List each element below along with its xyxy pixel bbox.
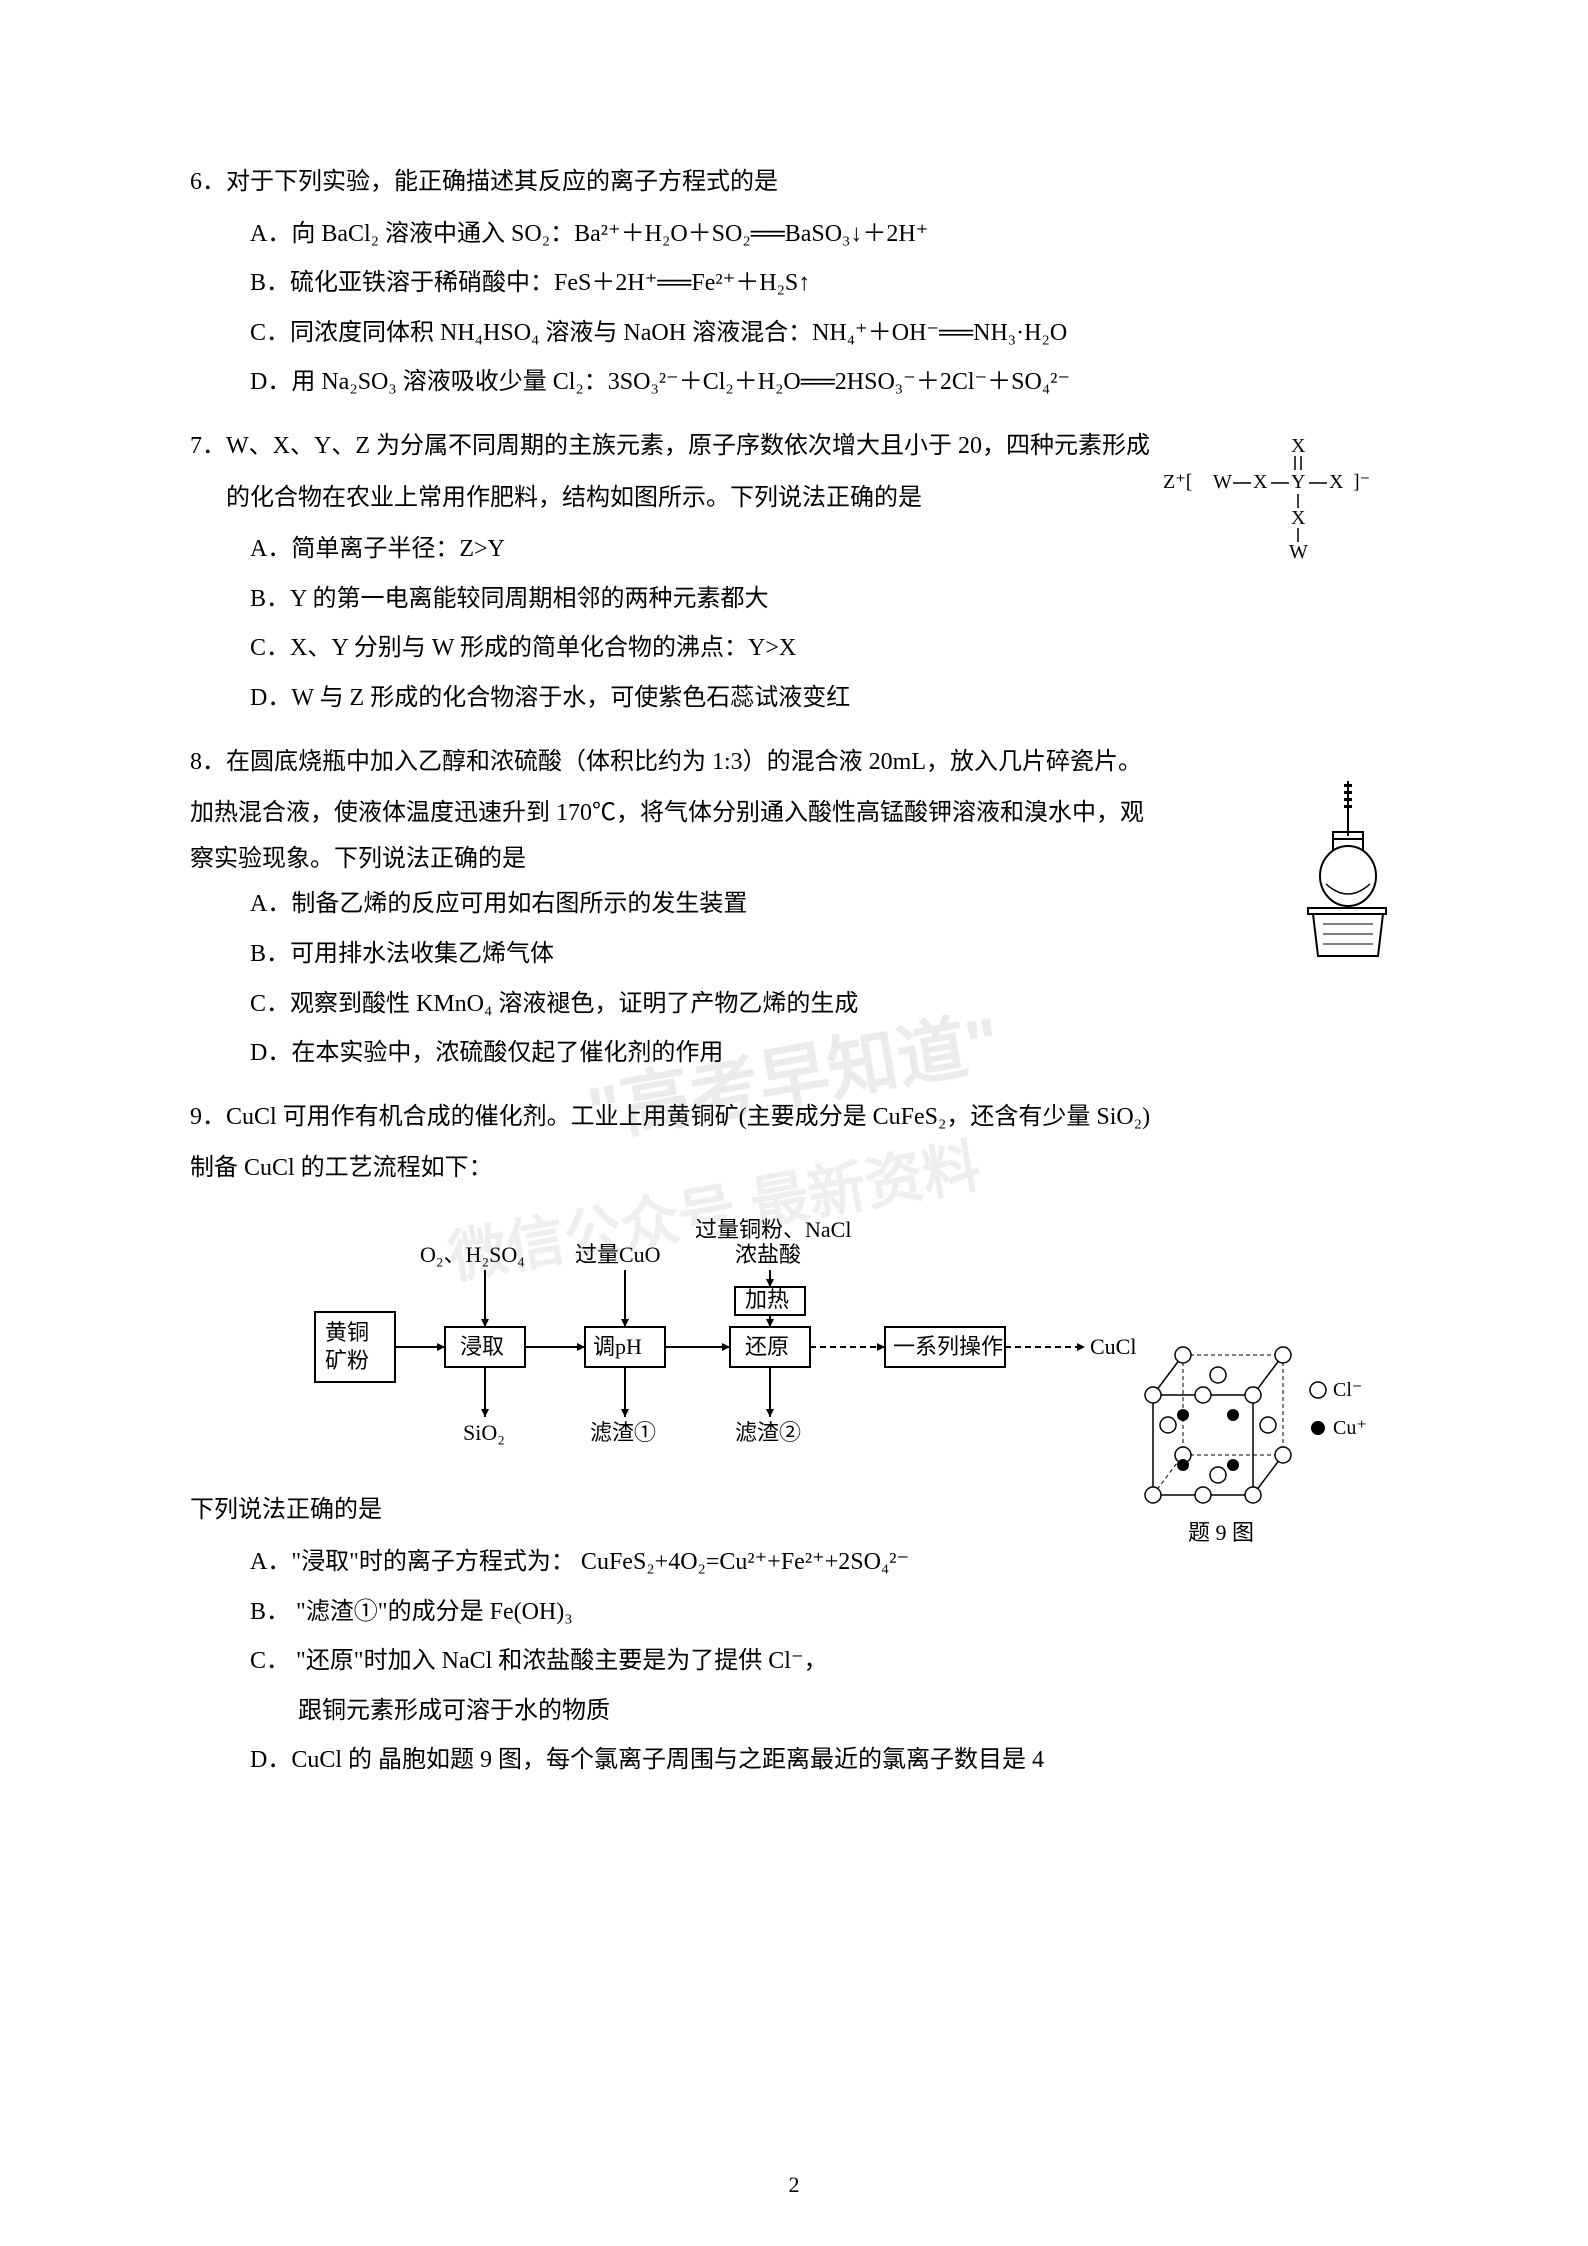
q9-stem-2: 制备 CuCl 的工艺流程如下： bbox=[190, 1146, 1398, 1192]
q8-option-d: D．在本实验中，浓硫酸仅起了催化剂的作用 bbox=[250, 1031, 1398, 1077]
flow-step2-out: 滤渣① bbox=[590, 1420, 656, 1445]
legend-cl: Cl⁻ bbox=[1333, 1379, 1362, 1401]
q9-unitcell-diagram: Cl⁻ Cu⁺ 题 9 图 bbox=[1138, 1340, 1388, 1570]
q6-option-a: A．向 BaCl₂ 溶液中通入 SO₂：Ba²⁺＋H₂O＋SO₂══BaSO₃↓… bbox=[250, 212, 1398, 258]
q8-apparatus-diagram bbox=[1298, 776, 1388, 976]
flow-step3-in1: 过量铜粉、NaCl bbox=[695, 1217, 851, 1242]
q7-x-right: X bbox=[1329, 471, 1344, 493]
q7-option-c: C．X、Y 分别与 W 形成的简单化合物的沸点：Y>X bbox=[250, 626, 1398, 672]
q6-option-d: D．用 Na₂SO₃ 溶液吸收少量 Cl₂：3SO₃²⁻＋Cl₂＋H₂O══2H… bbox=[250, 360, 1398, 406]
flow-step3: 还原 bbox=[745, 1334, 789, 1359]
q8-option-b: B．可用排水法收集乙烯气体 bbox=[250, 932, 1398, 978]
flow-step4: 一系列操作 bbox=[893, 1334, 1003, 1359]
flow-step3-in3: 加热 bbox=[745, 1287, 789, 1312]
q8-stem-1: 8．在圆底烧瓶中加入乙醇和浓硫酸（体积比约为 1:3）的混合液 20mL，放入几… bbox=[190, 740, 1398, 786]
q7-charge-right: ]⁻ bbox=[1353, 471, 1370, 493]
flow-step2: 调pH bbox=[593, 1334, 642, 1359]
legend-cu: Cu⁺ bbox=[1333, 1417, 1367, 1439]
question-8: 8．在圆底烧瓶中加入乙醇和浓硫酸（体积比约为 1:3）的混合液 20mL，放入几… bbox=[190, 740, 1398, 1077]
flow-end: CuCl bbox=[1090, 1334, 1136, 1359]
flow-step3-out: 滤渣② bbox=[735, 1420, 801, 1445]
q9-option-c: C． "还原"时加入 NaCl 和浓盐酸主要是为了提供 Cl⁻， bbox=[250, 1639, 1398, 1685]
q7-option-d: D．W 与 Z 形成的化合物溶于水，可使紫色石蕊试液变红 bbox=[250, 676, 1398, 722]
q9-option-b: B． "滤渣①"的成分是 Fe(OH)₃ bbox=[250, 1590, 1398, 1636]
q7-x-top: X bbox=[1291, 435, 1306, 457]
flow-step3-in2: 浓盐酸 bbox=[735, 1242, 801, 1267]
q9-option-c2: 跟铜元素形成可溶于水的物质 bbox=[298, 1689, 1398, 1735]
q6-stem: 6．对于下列实验，能正确描述其反应的离子方程式的是 bbox=[190, 160, 1398, 206]
flow-start-2: 矿粉 bbox=[325, 1348, 369, 1373]
q9-stem-1: 9．CuCl 可用作有机合成的催化剂。工业上用黄铜矿(主要成分是 CuFeS₂，… bbox=[190, 1095, 1398, 1141]
q7-y: Y bbox=[1291, 471, 1305, 493]
flow-step1-in: O₂、H₂SO₄ bbox=[420, 1242, 525, 1267]
q6-option-b: B．硫化亚铁溶于稀硝酸中：FeS＋2H⁺══Fe²⁺＋H₂S↑ bbox=[250, 261, 1398, 307]
q8-option-a: A．制备乙烯的反应可用如右图所示的发生装置 bbox=[250, 882, 1398, 928]
flow-step1: 浸取 bbox=[460, 1334, 504, 1359]
q7-w1: W bbox=[1213, 471, 1232, 493]
q9-option-d: D．CuCl 的 晶胞如题 9 图，每个氯离子周围与之距离最近的氯离子数目是 4 bbox=[250, 1738, 1398, 1784]
q7-x-bottom: X bbox=[1291, 507, 1306, 529]
q8-stem-2: 加热混合液，使液体温度迅速升到 170℃，将气体分别通入酸性高锰酸钾溶液和溴水中… bbox=[190, 791, 1398, 837]
page-number: 2 bbox=[789, 2164, 800, 2206]
q7-x-left: X bbox=[1253, 471, 1268, 493]
question-6: 6．对于下列实验，能正确描述其反应的离子方程式的是 A．向 BaCl₂ 溶液中通… bbox=[190, 160, 1398, 406]
flow-start-1: 黄铜 bbox=[325, 1320, 369, 1345]
q8-option-c: C．观察到酸性 KMnO₄ 溶液褪色，证明了产物乙烯的生成 bbox=[250, 982, 1398, 1028]
q7-structure-diagram: Z⁺[ W X Y X ]⁻ X X W bbox=[1158, 428, 1388, 568]
q7-w-bottom: W bbox=[1289, 541, 1308, 563]
flow-step1-out: SiO₂ bbox=[463, 1420, 505, 1445]
q6-option-c: C．同浓度同体积 NH₄HSO₄ 溶液与 NaOH 溶液混合：NH₄⁺＋OH⁻═… bbox=[250, 311, 1398, 357]
q7-option-b: B．Y 的第一电离能较同周期相邻的两种元素都大 bbox=[250, 577, 1398, 623]
q9-caption: 题 9 图 bbox=[1188, 1520, 1254, 1545]
q8-stem-3: 察实验现象。下列说法正确的是 bbox=[190, 837, 1398, 883]
flow-step2-in: 过量CuO bbox=[575, 1242, 661, 1267]
q7-charge-left: Z⁺[ bbox=[1163, 471, 1192, 493]
